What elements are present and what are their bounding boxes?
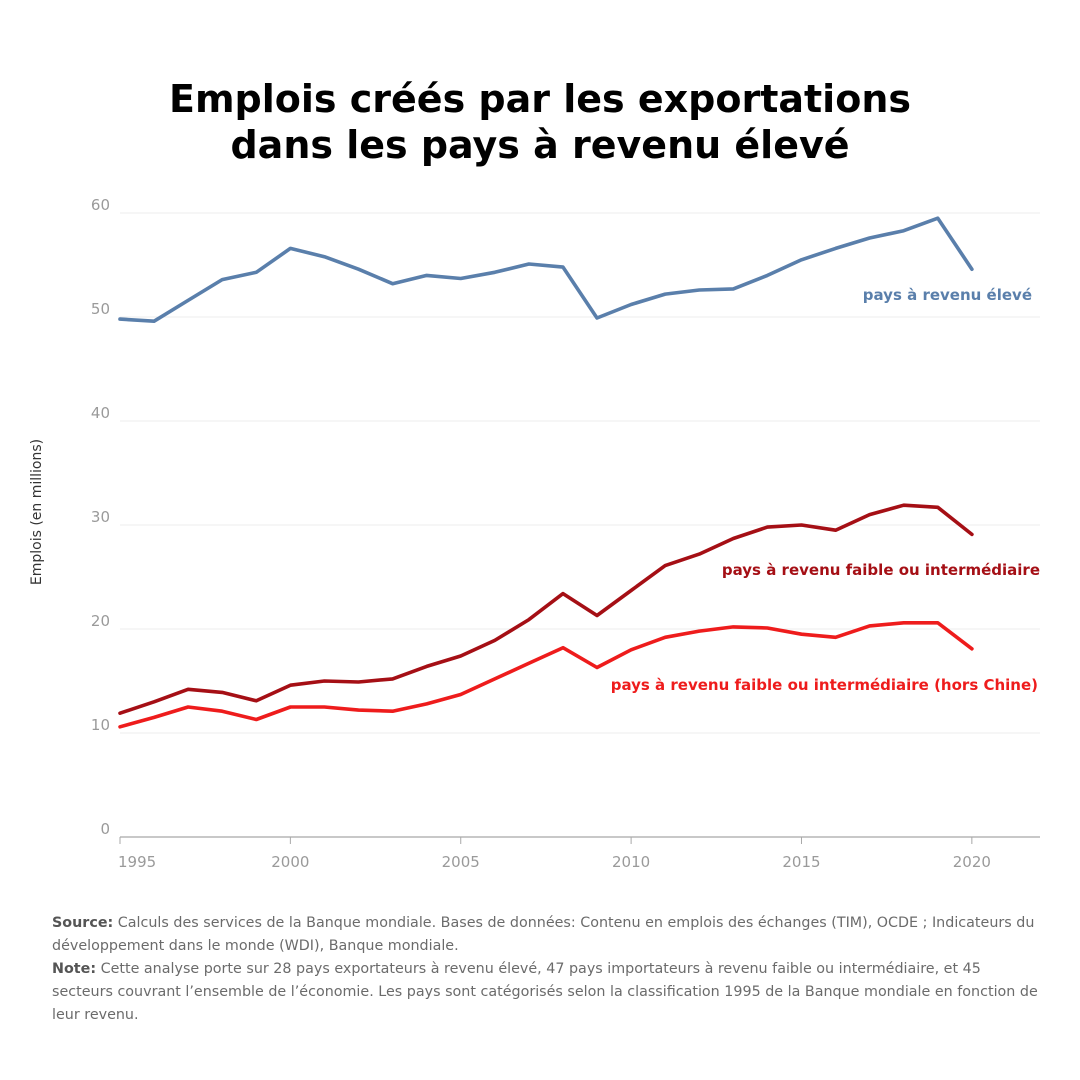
note-label: Note: xyxy=(52,961,97,977)
x-tick-label: 1995 xyxy=(118,853,156,871)
series-line-1 xyxy=(118,216,974,324)
source-label: Source: xyxy=(52,915,114,931)
source-note: Source: Calculs des services de la Banqu… xyxy=(52,912,1042,958)
source-text: Calculs des services de la Banque mondia… xyxy=(52,915,1035,954)
x-tick-label: 2010 xyxy=(612,853,650,871)
chart-footnote: Source: Calculs des services de la Banqu… xyxy=(52,912,1042,1027)
series-line-3 xyxy=(118,620,974,729)
series-line-2 xyxy=(118,503,974,716)
y-tick-label: 40 xyxy=(91,404,110,422)
line-chart: 0 10 20 30 40 50 60 1995 2000 2005 2010 2015 2020 pa… xyxy=(29,196,1040,871)
y-tick-label: 50 xyxy=(91,300,110,318)
chart-title-line-1: Emplois créés par les exportations xyxy=(169,77,911,121)
x-tick-label: 2020 xyxy=(953,853,991,871)
axes: 0 10 20 30 40 50 60 1995 2000 2005 2010 2015 2020 xyxy=(91,196,1040,871)
x-tick-label: 2005 xyxy=(442,853,480,871)
y-tick-label: 0 xyxy=(100,820,110,838)
y-tick-label: 10 xyxy=(91,716,110,734)
series-label-2: pays à revenu faible ou intermédiaire xyxy=(722,561,1040,579)
x-tick-label: 2015 xyxy=(782,853,820,871)
x-tick-label: 2000 xyxy=(271,853,309,871)
series-label-3: pays à revenu faible ou intermédiaire (h… xyxy=(611,676,1038,694)
analysis-note: Note: Cette analyse porte sur 28 pays ex… xyxy=(52,958,1042,1027)
series-label-1: pays à revenu élevé xyxy=(863,286,1032,304)
chart-title: Emplois créés par les exportations dans … xyxy=(0,76,1080,168)
series-lines xyxy=(118,216,974,729)
y-tick-label: 60 xyxy=(91,196,110,214)
y-tick-label: 30 xyxy=(91,508,110,526)
grid-lines xyxy=(120,212,1040,734)
y-axis-label: Emplois (en millions) xyxy=(29,439,45,585)
series-labels: pays à revenu élevé pays à revenu faible … xyxy=(611,286,1040,694)
chart-title-line-2: dans les pays à revenu élevé xyxy=(230,123,850,167)
y-tick-label: 20 xyxy=(91,612,110,630)
note-text: Cette analyse porte sur 28 pays exportat… xyxy=(52,961,1038,1023)
